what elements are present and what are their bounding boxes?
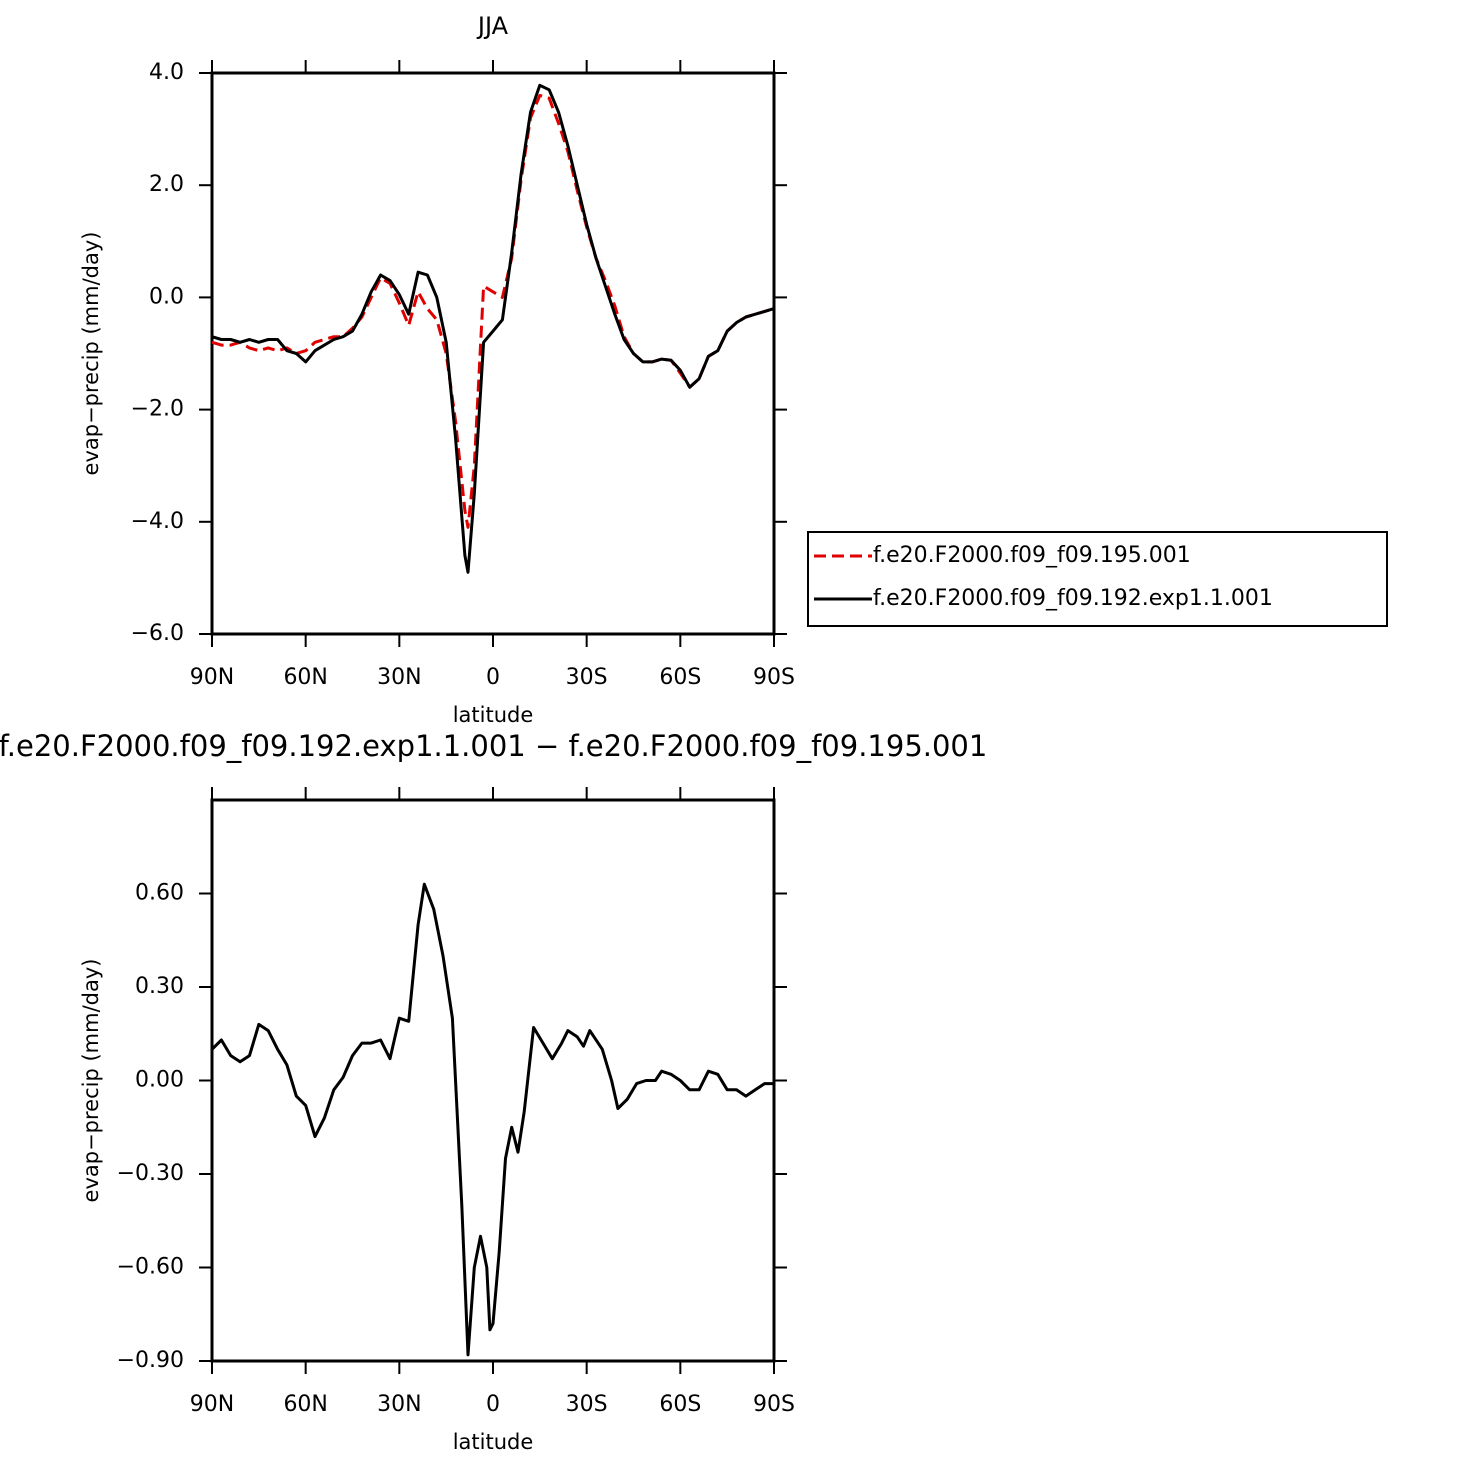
x-tick-label: 90S (753, 665, 795, 690)
y-axis-label: evap−precip (mm/day) (79, 959, 103, 1203)
data-line (211, 93, 775, 529)
data-line (210, 882, 774, 1357)
x-axis-label: latitude (453, 1430, 534, 1454)
x-tick-label: 90S (753, 1392, 795, 1417)
plot-frame (210, 798, 776, 1363)
x-axis-label: latitude (453, 703, 534, 727)
y-tick-label: 2.0 (149, 172, 184, 197)
data-line (211, 83, 775, 574)
x-tick-label: 90N (190, 665, 234, 690)
legend-label: f.e20.F2000.f09_f09.195.001 (873, 543, 1191, 568)
legend-label: f.e20.F2000.f09_f09.192.exp1.1.001 (873, 586, 1273, 611)
y-tick-label: −6.0 (131, 621, 184, 646)
x-tick-label: 60N (283, 1392, 327, 1417)
x-tick-label: 60S (659, 665, 701, 690)
plot-frame (210, 71, 776, 636)
chart-title: JJA (476, 12, 509, 40)
chart-title: f.e20.F2000.f09_f09.192.exp1.1.001 − f.e… (0, 729, 987, 763)
x-tick-label: 0 (486, 665, 500, 690)
y-tick-label: 0.60 (135, 881, 184, 906)
y-axis-label: evap−precip (mm/day) (79, 232, 103, 476)
y-tick-label: 4.0 (149, 60, 184, 85)
y-tick-label: −0.90 (117, 1348, 184, 1373)
legend-box (807, 531, 1388, 627)
x-tick-label: 30N (377, 665, 421, 690)
x-tick-label: 0 (486, 1392, 500, 1417)
x-tick-label: 30N (377, 1392, 421, 1417)
y-tick-label: −0.60 (117, 1255, 184, 1280)
y-tick-label: 0.00 (135, 1068, 184, 1093)
legend: f.e20.F2000.f09_f09.195.001 f.e20.F2000.f… (807, 531, 1388, 627)
x-tick-label: 60N (283, 665, 327, 690)
y-tick-label: −0.30 (117, 1161, 184, 1186)
y-tick-label: −4.0 (131, 509, 184, 534)
y-tick-label: 0.30 (135, 974, 184, 999)
x-tick-label: 90N (190, 1392, 234, 1417)
x-tick-label: 30S (566, 1392, 608, 1417)
x-tick-label: 60S (659, 1392, 701, 1417)
y-tick-label: −2.0 (131, 397, 184, 422)
y-tick-label: 0.0 (149, 284, 184, 309)
x-tick-label: 30S (566, 665, 608, 690)
